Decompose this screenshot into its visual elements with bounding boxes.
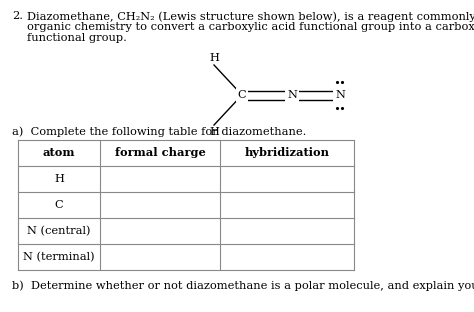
Text: functional group.: functional group. (27, 33, 127, 43)
Text: C: C (55, 200, 64, 210)
Text: a)  Complete the following table for diazomethane.: a) Complete the following table for diaz… (12, 126, 306, 137)
Text: atom: atom (43, 148, 75, 158)
Text: N (terminal): N (terminal) (23, 252, 95, 262)
Text: formal charge: formal charge (115, 148, 205, 158)
Text: Diazomethane, CH₂N₂ (Lewis structure shown below), is a reagent commonly used in: Diazomethane, CH₂N₂ (Lewis structure sho… (27, 11, 474, 22)
Text: organic chemistry to convert a carboxylic acid functional group into a carboxyli: organic chemistry to convert a carboxyli… (27, 22, 474, 32)
Text: N: N (335, 90, 345, 100)
Text: C: C (237, 90, 246, 100)
Text: H: H (209, 127, 219, 137)
Text: N (central): N (central) (27, 226, 91, 236)
Text: hybridization: hybridization (245, 148, 329, 158)
Text: H: H (54, 174, 64, 184)
Text: H: H (209, 53, 219, 63)
Text: N: N (287, 90, 297, 100)
Text: b)  Determine whether or not diazomethane is a polar molecule, and explain your : b) Determine whether or not diazomethane… (12, 280, 474, 290)
Text: 2.: 2. (12, 11, 23, 21)
